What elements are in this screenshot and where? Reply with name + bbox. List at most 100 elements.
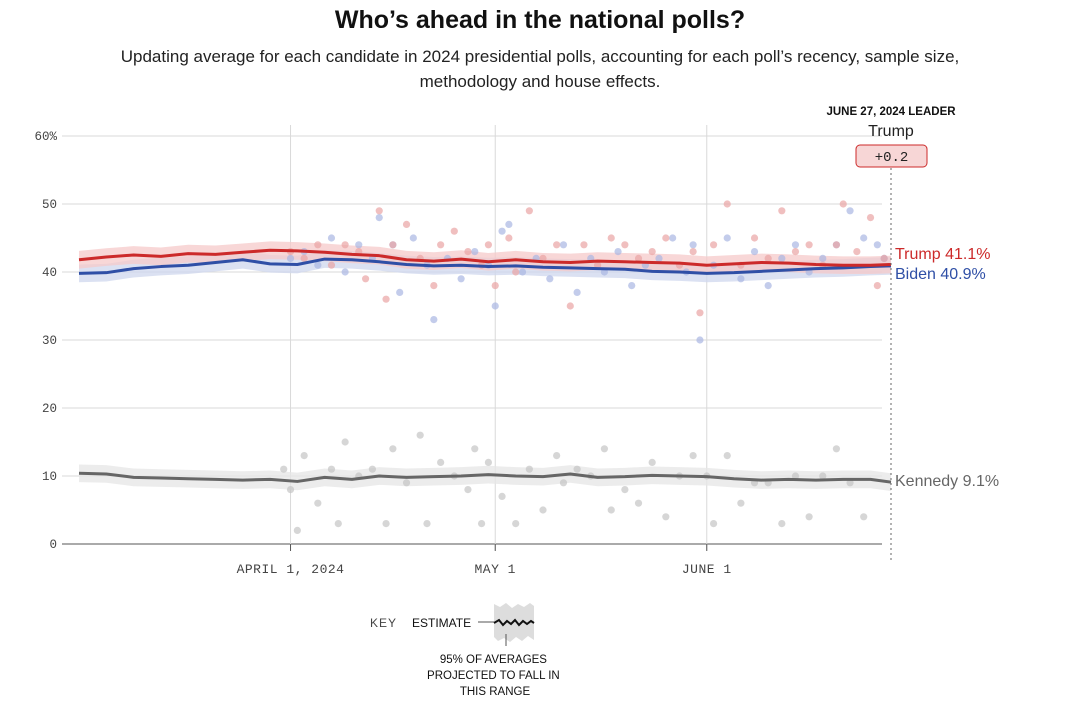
trump-poll-dot: [437, 241, 445, 249]
y-tick-label: 60%: [34, 130, 57, 144]
kennedy-poll-dot: [539, 506, 547, 514]
trump-poll-dot: [300, 254, 308, 262]
biden-end-label: Biden 40.9%: [895, 266, 986, 283]
y-tick-label: 20: [42, 402, 57, 416]
kennedy-poll-dot: [634, 499, 643, 507]
chart-title: Who’s ahead in the national polls?: [334, 6, 746, 34]
trump-poll-dot: [839, 200, 847, 208]
biden-average-line: [78, 257, 892, 275]
leader-margin-badge: [855, 144, 928, 168]
kennedy-average-line: [78, 471, 892, 484]
biden-poll-dot: [341, 268, 349, 276]
biden-poll-dot: [573, 288, 581, 296]
biden-poll-dot: [498, 227, 506, 235]
kennedy-poll-dot: [573, 465, 581, 473]
biden-poll-dot: [375, 214, 383, 222]
y-axis: 60% 50 40 30 20 10 0: [34, 130, 57, 552]
kennedy-poll-dot: [464, 486, 472, 494]
trump-poll-dot: [375, 207, 383, 215]
kennedy-poll-dot: [327, 465, 336, 473]
trump-poll-dot: [382, 295, 390, 303]
trump-poll-dot: [341, 241, 349, 249]
trump-poll-dot: [662, 234, 670, 242]
kennedy-poll-dot: [778, 520, 786, 528]
legend-key: KEY ESTIMATE 95% OF AVERAGES PROJECTED T…: [370, 603, 563, 698]
y-tick-label: 40: [42, 266, 57, 280]
x-tick-label: APRIL 1, 2024: [237, 562, 345, 577]
series-end-labels: Trump 41.1% Biden 40.9% Kennedy 9.1%: [895, 246, 999, 490]
biden-poll-dot: [409, 234, 417, 242]
biden-poll-dot: [559, 241, 568, 249]
y-tick-label: 10: [42, 470, 57, 484]
kennedy-poll-dot: [437, 458, 445, 466]
biden-poll-dot: [355, 241, 363, 249]
kennedy-poll-dot: [737, 499, 745, 507]
trump-poll-dot: [696, 309, 704, 317]
x-tick-label: MAY 1: [474, 562, 516, 577]
key-range-note: 95% OF AVERAGES PROJECTED TO FALL IN THI…: [427, 654, 563, 698]
trump-poll-dot: [873, 282, 881, 290]
kennedy-poll-dot: [484, 458, 493, 466]
trump-average-line: [78, 248, 892, 267]
trump-poll-dot: [723, 200, 731, 208]
trump-poll-dot: [791, 248, 800, 256]
key-estimate-line: [493, 618, 535, 627]
trump-poll-dot: [750, 234, 759, 242]
kennedy-poll-dot: [791, 472, 800, 480]
biden-poll-dot: [518, 268, 527, 276]
biden-poll-dot: [819, 254, 827, 262]
biden-poll-dot: [286, 254, 295, 262]
trump-poll-dot: [525, 207, 533, 215]
trump-poll-dot: [832, 241, 841, 249]
leader-margin: +0.2: [875, 150, 909, 166]
kennedy-poll-dot: [525, 465, 533, 473]
key-label: KEY: [370, 616, 397, 630]
kennedy-poll-dot: [512, 520, 520, 528]
biden-poll-dot: [430, 316, 438, 324]
trump-poll-dot: [430, 282, 438, 290]
kennedy-end-label: Kennedy 9.1%: [895, 473, 999, 490]
kennedy-poll-dot: [416, 431, 424, 439]
biden-poll-dot: [696, 336, 704, 344]
kennedy-poll-dot: [662, 513, 670, 521]
kennedy-poll-dot: [832, 445, 841, 453]
kennedy-poll-dot: [280, 465, 288, 473]
trump-poll-dot: [402, 220, 411, 228]
kennedy-poll-dot: [709, 520, 718, 528]
biden-poll-dot: [628, 282, 636, 290]
kennedy-poll-dot: [286, 486, 295, 494]
kennedy-poll-dot: [382, 520, 390, 528]
leader-date-label: JUNE 27, 2024 LEADER: [826, 106, 956, 118]
y-tick-label: 30: [42, 334, 57, 348]
key-estimate-label: ESTIMATE: [412, 616, 471, 630]
kennedy-poll-dot: [689, 452, 697, 460]
trump-poll-dot: [566, 302, 574, 310]
kennedy-poll-dot: [607, 506, 615, 514]
biden-poll-dot: [314, 261, 322, 269]
y-tick-label: 0: [49, 538, 57, 552]
trump-poll-dot: [648, 248, 656, 256]
leader-name: Trump: [868, 123, 914, 140]
trump-poll-dot: [778, 207, 786, 215]
trump-poll-dot: [450, 227, 458, 235]
key-band-swatch: [494, 603, 534, 642]
trump-poll-dot: [389, 241, 397, 249]
trump-poll-dot: [484, 241, 493, 249]
trump-poll-dot: [314, 241, 322, 249]
biden-poll-dot: [327, 234, 336, 242]
kennedy-poll-dot: [723, 452, 731, 460]
trump-end-label: Trump 41.1%: [895, 246, 990, 263]
biden-poll-dot: [655, 254, 663, 262]
kennedy-poll-dot: [648, 458, 656, 466]
trump-poll-dot: [491, 282, 499, 290]
kennedy-poll-dot: [402, 479, 411, 487]
trump-poll-dot: [505, 234, 513, 242]
trump-poll-dot: [880, 254, 888, 262]
kennedy-poll-dot: [368, 465, 377, 473]
biden-poll-dot: [471, 248, 479, 256]
biden-poll-dot: [396, 288, 404, 296]
trump-poll-dot: [464, 248, 472, 256]
biden-poll-dot: [457, 275, 465, 283]
trump-poll-dot: [361, 275, 370, 283]
kennedy-poll-dot: [805, 513, 813, 521]
